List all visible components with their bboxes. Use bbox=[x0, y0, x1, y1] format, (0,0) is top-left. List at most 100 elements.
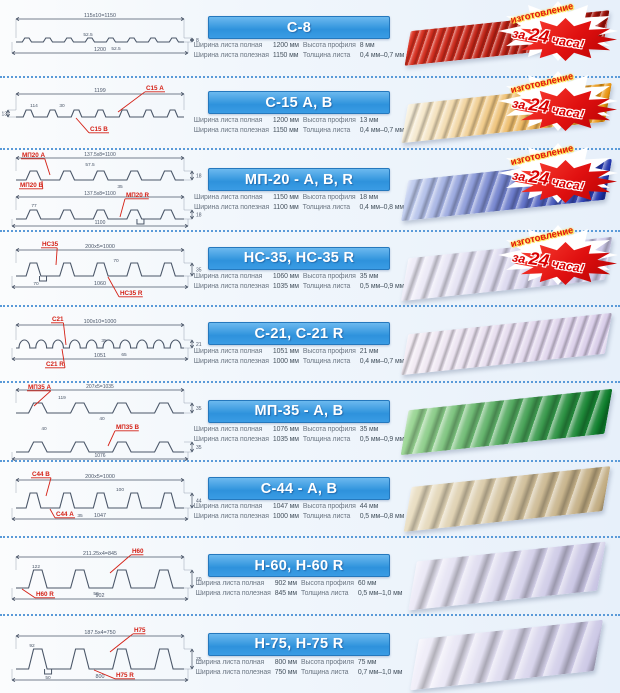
spec-value: 0,7 мм–1,0 мм bbox=[357, 668, 403, 676]
profile-sheet-render bbox=[407, 541, 606, 611]
svg-text:70: 70 bbox=[33, 281, 39, 287]
svg-text:200x5=1000: 200x5=1000 bbox=[85, 474, 115, 480]
spec-value: 44 мм bbox=[359, 503, 379, 511]
svg-text:1100: 1100 bbox=[95, 220, 106, 226]
drawing-column: 200x5=1000 1047 44 100 35 C44 В C44 А bbox=[0, 467, 205, 531]
catalog-row: 1199 13 114 30 C15 А C15 В С-15 А, В Ширина л… bbox=[0, 71, 620, 150]
drawing-column: 211.25x4=845 902 60 122 50 Н60 H60 R bbox=[0, 544, 205, 608]
svg-text:30: 30 bbox=[59, 103, 65, 109]
spec-value: 750 мм bbox=[274, 668, 298, 676]
spec-label: Высота профиля bbox=[301, 580, 354, 588]
spec-label: Высота профиля bbox=[302, 425, 356, 433]
profile-drawing: 115x10=1150 1200 8 52.5 52.5 bbox=[11, 13, 199, 55]
spec-value: 0,5 мм–0,9 мм bbox=[359, 282, 405, 290]
spec-value: 1200 мм bbox=[272, 117, 299, 125]
spec-label: Толщина листа bbox=[302, 52, 351, 59]
profile-title: МП-35 - А, В bbox=[254, 403, 344, 420]
svg-text:H60 R: H60 R bbox=[36, 591, 54, 598]
spec-label: Высота профиля bbox=[302, 42, 356, 50]
spec-label: Ширина листа полная bbox=[193, 272, 263, 280]
profile-sheet-render bbox=[403, 10, 610, 66]
info-column: С-8 Ширина листа полная 1200 мм Высота п… bbox=[194, 16, 404, 60]
render-column: изготовление за 24 часа! bbox=[393, 71, 620, 148]
profile-specs: Ширина листа полная 1200 мм Высота профи… bbox=[193, 117, 405, 135]
svg-text:35: 35 bbox=[196, 406, 202, 412]
svg-text:Н60: Н60 bbox=[132, 548, 144, 555]
svg-text:21: 21 bbox=[196, 342, 202, 348]
svg-text:1060: 1060 bbox=[94, 281, 106, 287]
spec-label: Толщина листа bbox=[302, 204, 351, 211]
profile-title: С-44 - А, В bbox=[260, 480, 338, 497]
profile-title: С-21, С-21 R bbox=[254, 325, 344, 342]
profile-title: Н-60, Н-60 R bbox=[254, 557, 344, 574]
svg-text:137.5x8=1100: 137.5x8=1100 bbox=[84, 152, 116, 158]
spec-value: 1076 мм bbox=[272, 425, 299, 433]
render-column bbox=[393, 538, 620, 614]
profile-title-banner: С-21, С-21 R bbox=[208, 322, 390, 346]
spec-value: 0,5 мм–0,9 мм bbox=[359, 435, 405, 443]
profile-drawing: 1076 35 40 МП35 В bbox=[11, 424, 202, 461]
svg-text:52.5: 52.5 bbox=[83, 32, 93, 38]
svg-text:C44 В: C44 В bbox=[32, 471, 50, 478]
svg-text:Н75: Н75 bbox=[134, 627, 146, 634]
svg-text:50: 50 bbox=[45, 675, 51, 681]
svg-text:35: 35 bbox=[101, 338, 107, 344]
profile-drawing: 187.5x4=750 800 75 92 50 Н75 H75 R bbox=[11, 627, 202, 682]
svg-text:40: 40 bbox=[41, 426, 47, 432]
profile-title-banner: С-8 bbox=[208, 16, 390, 40]
svg-text:1199: 1199 bbox=[94, 88, 106, 94]
svg-text:H75 R: H75 R bbox=[116, 672, 134, 679]
svg-text:44: 44 bbox=[196, 499, 202, 505]
spec-value: 21 мм bbox=[359, 348, 379, 356]
spec-value: 0,4 мм–0,7 мм bbox=[359, 358, 405, 365]
profile-title-banner: С-15 А, В bbox=[208, 91, 390, 115]
svg-text:211.25x4=845: 211.25x4=845 bbox=[83, 551, 117, 557]
profile-drawing: 1199 13 114 30 C15 А C15 В bbox=[1, 85, 185, 134]
catalog-row: 207x5=1035 35 119 40 МП35 А 1076 35 40 МП35 В МП… bbox=[0, 383, 620, 462]
profile-specs: Ширина листа полная 1200 мм Высота профи… bbox=[193, 42, 405, 60]
spec-value: 60 мм bbox=[357, 580, 377, 588]
render-column bbox=[393, 462, 620, 536]
svg-text:800: 800 bbox=[96, 674, 105, 680]
drawing-column: 1199 13 114 30 C15 А C15 В bbox=[0, 81, 205, 145]
catalog-row: 137.5x8=1100 18 57.5 35 МП20 А МП20 В 137.5x8=… bbox=[0, 143, 620, 232]
spec-value: 1051 мм bbox=[272, 348, 299, 356]
spec-label: Высота профиля bbox=[301, 658, 354, 666]
profile-drawing: 137.5x8=1100 1100 18 77 МП20 R bbox=[11, 191, 202, 228]
svg-text:35: 35 bbox=[77, 513, 83, 519]
spec-label: Ширина листа полная bbox=[194, 194, 263, 202]
spec-value: 35 мм bbox=[359, 425, 379, 433]
spec-label: Ширина листа полезная bbox=[195, 590, 271, 597]
svg-text:18: 18 bbox=[196, 213, 202, 219]
spec-value: 13 мм bbox=[359, 117, 379, 125]
spec-label: Ширина листа полезная bbox=[193, 127, 269, 134]
svg-text:C15 А: C15 А bbox=[146, 85, 164, 92]
render-column bbox=[393, 307, 620, 381]
drawing-column: 100x10=1000 1051 21 35 65 С21 С21 R bbox=[0, 312, 205, 376]
spec-label: Ширина листа полезная bbox=[195, 668, 271, 676]
svg-text:1051: 1051 bbox=[94, 353, 106, 359]
profile-drawing: 100x10=1000 1051 21 35 65 С21 С21 R bbox=[11, 316, 202, 369]
spec-label: Толщина листа bbox=[302, 358, 351, 365]
spec-label: Толщина листа bbox=[301, 668, 349, 676]
spec-value: 1150 мм bbox=[272, 52, 299, 59]
info-column: С-15 А, В Ширина листа полная 1200 мм Вы… bbox=[194, 91, 404, 135]
drawing-column: 137.5x8=1100 18 57.5 35 МП20 А МП20 В 137.5x8=… bbox=[0, 151, 205, 229]
svg-text:40: 40 bbox=[99, 416, 105, 422]
svg-text:1200: 1200 bbox=[94, 47, 106, 53]
svg-text:207x5=1035: 207x5=1035 bbox=[86, 384, 114, 390]
spec-value: 1000 мм bbox=[272, 358, 299, 365]
svg-text:119: 119 bbox=[58, 395, 66, 401]
spec-value: 1150 мм bbox=[272, 127, 299, 134]
svg-text:50: 50 bbox=[93, 591, 99, 597]
spec-label: Ширина листа полная bbox=[193, 42, 263, 50]
svg-text:35: 35 bbox=[117, 184, 123, 190]
spec-value: 1035 мм bbox=[272, 282, 299, 290]
info-column: НС-35, НС-35 R Ширина листа полная 1060 … bbox=[194, 246, 404, 291]
profile-title: С-15 А, В bbox=[265, 94, 333, 111]
svg-text:122: 122 bbox=[32, 564, 40, 570]
svg-text:1047: 1047 bbox=[94, 513, 106, 519]
svg-text:137.5x8=1100: 137.5x8=1100 bbox=[84, 191, 116, 197]
catalog-row: 211.25x4=845 902 60 122 50 Н60 H60 R Н-60, Н-6… bbox=[0, 538, 620, 616]
